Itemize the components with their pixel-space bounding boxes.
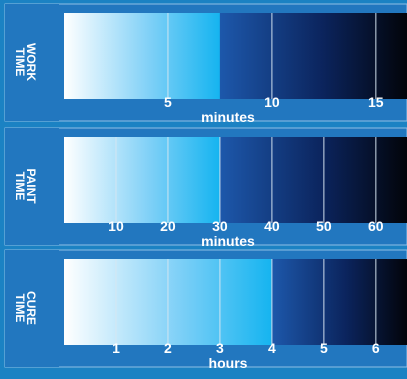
chart-tick-label-3-3: 3 [216, 340, 224, 356]
chart-tick-label-1-2: 10 [264, 94, 280, 110]
chart-x-axis-label-2: minutes [201, 233, 255, 249]
chart-tick-label-1-3: 15 [368, 94, 384, 110]
chart-tick-label-1-1: 5 [164, 94, 172, 110]
chart-tick-label-2-6: 60 [368, 218, 384, 234]
chart-side-label-word-2-2: TIME [13, 172, 27, 201]
chart-tick-label-2-1: 10 [108, 218, 124, 234]
chart-x-axis-label-1: minutes [201, 109, 255, 125]
chart-side-label-bg-2 [5, 128, 59, 245]
chart-side-label-word-2-1: PAINT [24, 168, 38, 204]
chart-side-label-word-1-1: WORK [24, 43, 38, 81]
chart-bar-light-1 [64, 13, 220, 99]
chart-tick-label-3-5: 5 [320, 340, 328, 356]
chart-tick-label-3-2: 2 [164, 340, 172, 356]
chart-bar-dark-2 [219, 137, 407, 223]
chart-side-label-word-3-2: TIME [13, 294, 27, 323]
chart-tick-label-2-2: 20 [160, 218, 176, 234]
chart-tick-label-3-1: 1 [112, 340, 120, 356]
chart-x-axis-label-3: hours [209, 355, 248, 371]
chart-bar-dark-1 [219, 13, 407, 99]
chart-side-label-word-1-2: TIME [13, 48, 27, 77]
chart-side-label-bg-1 [5, 4, 59, 121]
chart-tick-label-3-6: 6 [372, 340, 380, 356]
chart-tick-label-2-3: 30 [212, 218, 228, 234]
chart-tick-label-2-5: 50 [316, 218, 332, 234]
chart-bar-dark-3 [271, 259, 407, 345]
chart-bar-light-2 [64, 137, 220, 223]
chart-tick-label-3-4: 4 [268, 340, 276, 356]
chart-tick-label-2-4: 40 [264, 218, 280, 234]
chart-side-label-word-3-1: CURE [24, 291, 38, 325]
chart-side-label-bg-3 [5, 250, 59, 367]
